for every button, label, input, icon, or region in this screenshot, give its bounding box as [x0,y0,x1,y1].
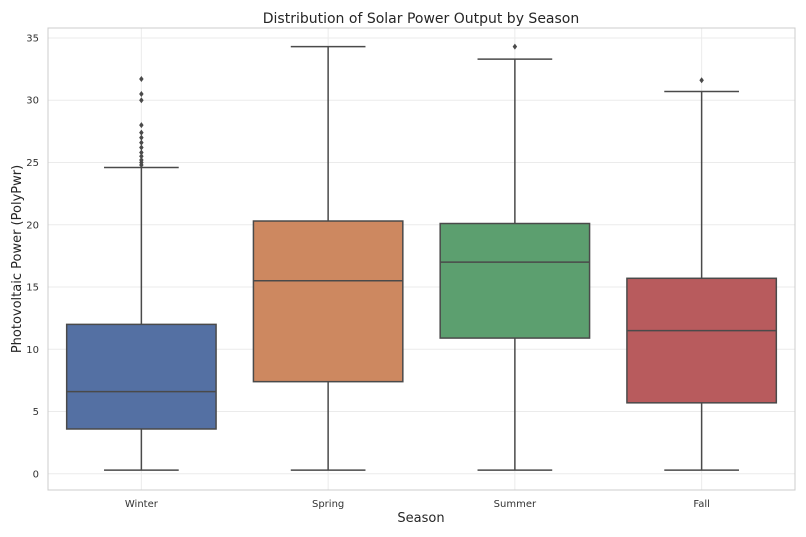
outlier-point [139,157,144,163]
box-summer [439,43,591,471]
outlier-point [139,149,144,156]
x-tick-label: Summer [494,499,537,510]
outlier-point [139,122,144,129]
x-tick-label: Fall [693,499,710,510]
y-axis-label: Photovoltaic Power (PolyPwr) [10,165,25,353]
box-layer [65,43,778,471]
x-tick-labels: Winter Spring Summer Fall [125,499,710,510]
outlier-point [139,129,144,136]
outlier-point [139,91,144,97]
y-tick-label: 30 [26,96,39,107]
y-tick-label: 15 [26,283,39,294]
outlier-point [139,153,144,160]
outlier-point [139,134,144,141]
y-tick-label: 25 [26,158,39,169]
iqr-box [439,222,591,339]
box-winter [65,76,217,471]
outlier-point [139,144,144,151]
plot-frame [47,27,796,491]
y-tick-labels: 0 5 10 15 20 25 30 35 [26,33,39,480]
y-tick-label: 35 [26,33,39,44]
x-tick-label: Spring [312,499,344,510]
outlier-point [512,43,518,50]
y-tick-label: 20 [26,220,39,231]
box-spring [252,45,404,471]
box-fall [626,77,778,471]
x-axis-label: Season [397,511,444,526]
outlier-point [699,77,704,84]
y-tick-label: 0 [33,469,39,480]
iqr-box [626,277,778,404]
outlier-point [139,139,144,146]
outlier-point [139,97,144,104]
y-tick-label: 5 [33,407,39,418]
chart-title: Distribution of Solar Power Output by Se… [263,11,580,27]
outlier-point [139,76,144,83]
iqr-box [65,323,217,430]
x-tick-label: Winter [125,499,159,510]
y-tick-label: 10 [26,345,39,356]
iqr-box [252,220,404,383]
